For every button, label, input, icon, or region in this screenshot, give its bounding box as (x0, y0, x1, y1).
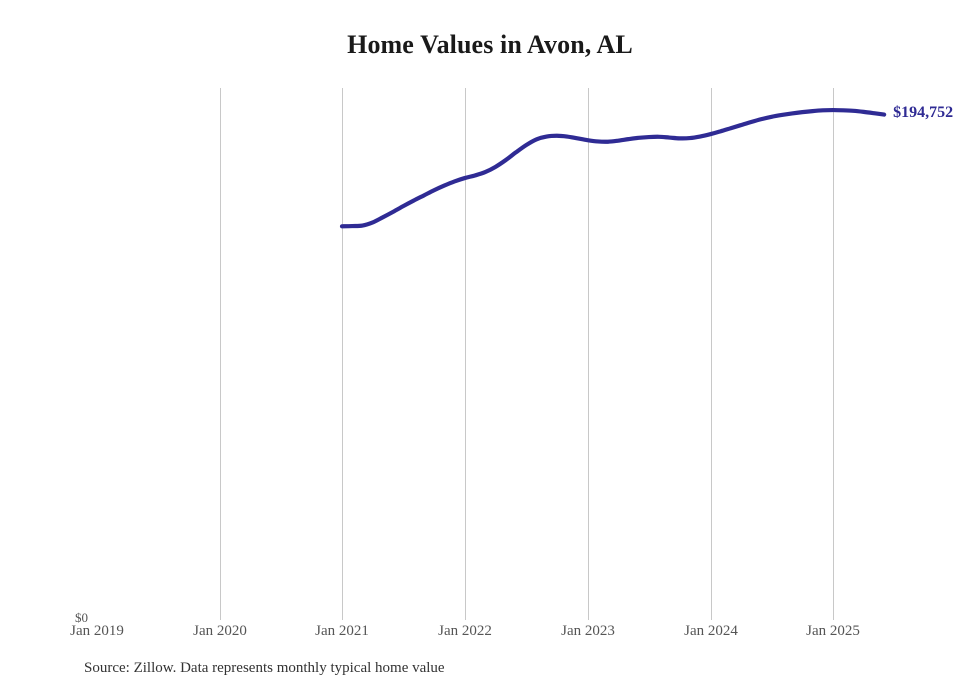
x-tick-label-4: Jan 2023 (561, 623, 615, 639)
source-note: Source: Zillow. Data represents monthly … (84, 660, 445, 676)
x-tick-label-1: Jan 2020 (193, 623, 247, 639)
chart-title: Home Values in Avon, AL (347, 30, 633, 59)
x-tick-label-5: Jan 2024 (684, 623, 738, 639)
gridlines (220, 88, 834, 620)
home-value-line (339, 107, 887, 229)
x-tick-label-2: Jan 2021 (315, 623, 369, 639)
x-tick-label-6: Jan 2025 (806, 623, 860, 639)
x-tick-label-3: Jan 2022 (438, 623, 492, 639)
end-value-label: $194,752 (893, 103, 954, 121)
x-tick-label-0: Jan 2019 (70, 623, 124, 639)
y-tick-label-0: $0 (75, 610, 88, 625)
